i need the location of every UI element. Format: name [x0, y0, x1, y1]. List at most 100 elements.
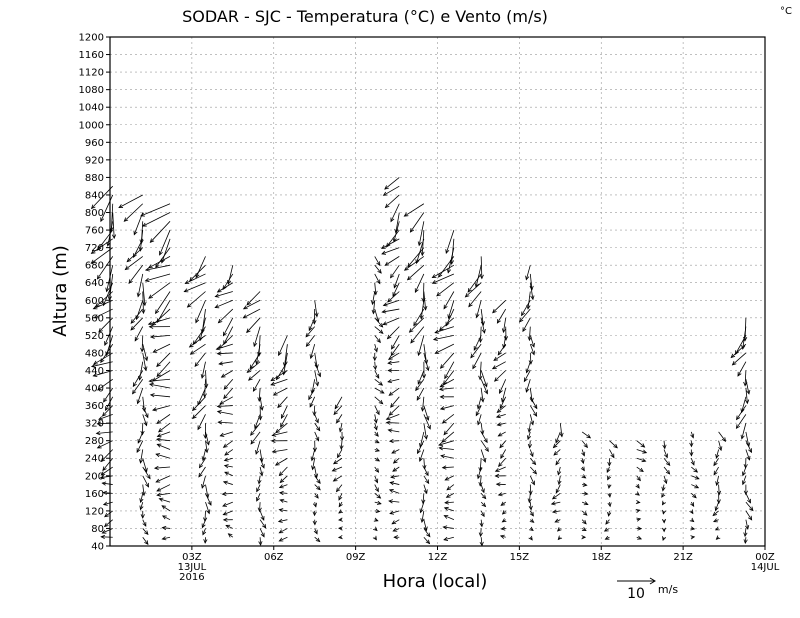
chart-title: SODAR - SJC - Temperatura (°C) e Vento (… — [182, 7, 548, 26]
wind-arrow — [414, 273, 425, 293]
wind-arrow — [156, 300, 171, 323]
wind-arrow — [492, 299, 507, 313]
wind-arrowhead — [491, 365, 497, 370]
wind-arrowhead — [581, 474, 587, 479]
wind-arrowhead — [583, 501, 589, 506]
wind-arrowhead — [636, 517, 642, 522]
wind-arrowhead — [139, 458, 144, 464]
wind-arrowhead — [310, 389, 315, 395]
wind-arrow — [422, 282, 425, 302]
wind-arrow — [223, 387, 234, 399]
wind-arrow — [140, 203, 171, 217]
wind-arrow — [253, 379, 261, 392]
wind-arrow — [433, 334, 454, 340]
wind-arrowhead — [480, 321, 485, 327]
wind-arrowhead — [391, 520, 397, 525]
wind-arrow — [253, 326, 261, 347]
wind-arrowhead — [529, 285, 534, 291]
wind-arrowhead — [155, 478, 161, 483]
wind-arrowhead — [414, 288, 419, 294]
wind-arrowhead — [305, 332, 310, 338]
wind-arrow — [480, 440, 489, 452]
wind-arrow — [381, 247, 400, 255]
wind-arrowhead — [135, 315, 140, 321]
wind-arrow — [480, 379, 488, 394]
wind-arrowhead — [607, 502, 612, 508]
wind-arrow — [389, 405, 400, 416]
y-tick-label: 1120 — [79, 68, 104, 79]
wind-arrow — [306, 335, 316, 347]
wind-arrow — [498, 492, 506, 496]
wind-arrow — [91, 238, 113, 254]
wind-arrowhead — [613, 443, 618, 449]
wind-arrow — [736, 405, 747, 420]
wind-arrowhead — [111, 234, 117, 240]
wind-arrowhead — [90, 259, 96, 264]
wind-arrow — [284, 344, 288, 367]
wind-arrowhead — [375, 374, 380, 379]
wind-arrow — [716, 449, 719, 459]
wind-arrowhead — [217, 318, 223, 324]
wind-arrowhead — [635, 499, 641, 505]
wind-arrow — [529, 282, 534, 300]
wind-arrowhead — [530, 342, 535, 348]
wind-arrowhead — [481, 328, 486, 334]
wind-arrow — [132, 379, 144, 394]
wind-arrow — [391, 449, 400, 454]
wind-arrowhead — [215, 346, 221, 351]
wind-arrowhead — [392, 467, 397, 472]
y-tick-label: 1080 — [79, 85, 104, 96]
wind-arrow — [91, 185, 114, 209]
wind-arrow — [205, 484, 209, 498]
wind-arrowhead — [694, 484, 700, 489]
wind-arrowhead — [336, 418, 341, 424]
wind-arrowhead — [530, 420, 535, 426]
wind-arrow — [745, 493, 751, 504]
wind-arrow — [308, 317, 316, 331]
wind-arrow — [444, 361, 455, 379]
wind-arrow — [745, 449, 750, 461]
wind-arrowhead — [334, 404, 339, 410]
wind-arrow — [332, 466, 343, 472]
wind-arrowhead — [373, 425, 378, 431]
wind-arrowhead — [637, 535, 643, 540]
wind-arrowhead — [384, 185, 389, 190]
wind-arrowhead — [689, 517, 695, 523]
wind-arrow — [199, 458, 206, 468]
wind-arrowhead — [390, 217, 395, 223]
wind-arrowhead — [331, 467, 337, 472]
wind-arrow — [742, 475, 747, 485]
wind-arrowhead — [312, 520, 317, 526]
wind-arrowhead — [525, 275, 530, 281]
wind-arrow — [246, 317, 261, 333]
wind-arrowhead — [746, 455, 751, 461]
wind-arrowhead — [478, 467, 483, 473]
wind-arrowhead — [386, 334, 392, 340]
wind-arrowhead — [665, 461, 671, 467]
wind-arrow — [279, 528, 288, 534]
wind-arrowhead — [104, 512, 109, 518]
wind-arrowhead — [371, 309, 376, 315]
wind-arrowhead — [581, 451, 586, 457]
wind-arrowhead — [372, 535, 377, 541]
wind-arrowhead — [521, 311, 526, 317]
wind-arrowhead — [259, 457, 264, 463]
wind-arrowhead — [222, 511, 228, 516]
wind-arrow — [314, 414, 319, 423]
wind-arrowhead — [474, 283, 479, 289]
wind-arrowhead — [385, 420, 391, 425]
wind-arrow — [334, 396, 343, 409]
wind-arrowhead — [425, 366, 430, 372]
wind-arrowhead — [731, 360, 737, 366]
wind-arrowhead — [525, 388, 530, 393]
wind-arrowhead — [374, 487, 379, 493]
wind-arrowhead — [745, 525, 750, 530]
wind-arrowhead — [105, 287, 110, 293]
wind-arrow — [374, 273, 381, 284]
wind-arrow — [435, 326, 454, 334]
wind-arrow — [150, 334, 171, 338]
wind-arrow — [185, 273, 206, 284]
wind-arrowhead — [195, 318, 200, 324]
wind-arrowhead — [605, 520, 610, 525]
y-tick-label: 240 — [85, 454, 104, 465]
